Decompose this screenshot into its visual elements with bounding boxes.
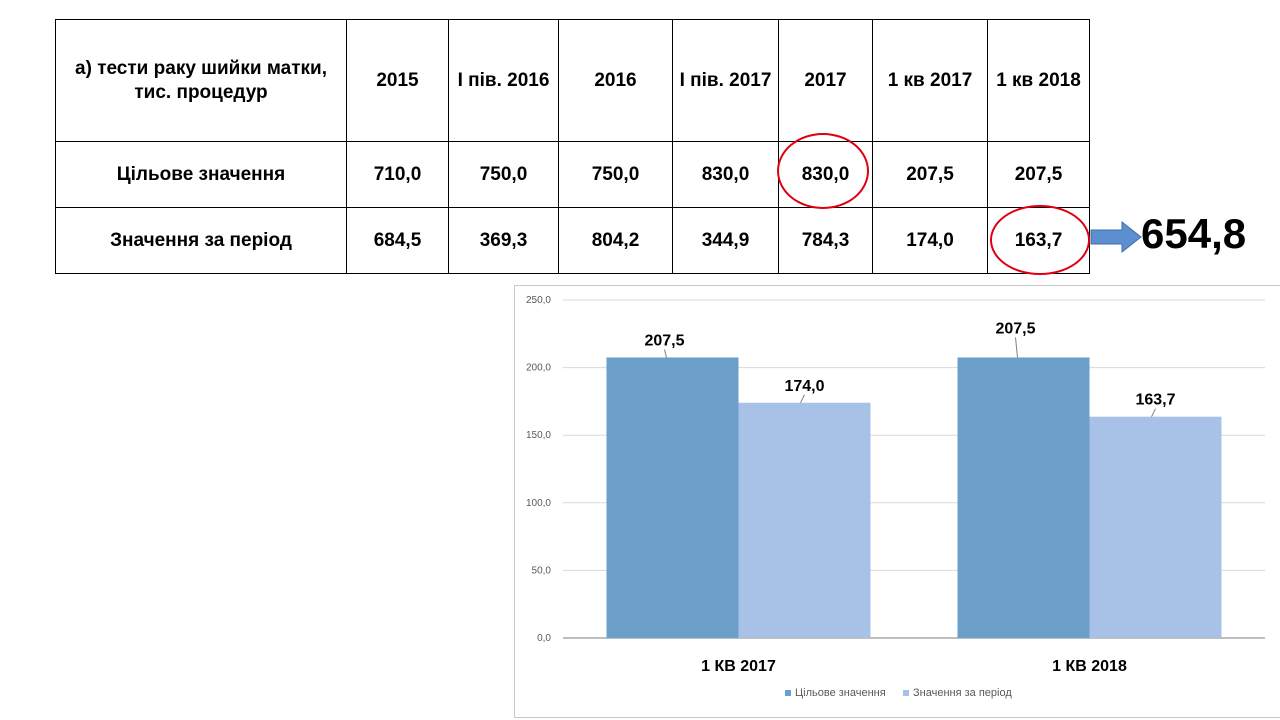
legend-swatch xyxy=(903,690,909,696)
table-row: Значення за період 684,5 369,3 804,2 344… xyxy=(55,207,1090,274)
y-tick-label: 0,0 xyxy=(537,633,551,644)
table-header-cell: а) тести раку шийки матки, тис. процедур xyxy=(55,19,347,142)
arrow-icon xyxy=(1090,221,1142,253)
bar xyxy=(738,402,871,638)
table-cell: 207,5 xyxy=(872,141,988,208)
total-value: 654,8 xyxy=(1141,210,1247,257)
data-label: 207,5 xyxy=(995,320,1035,337)
y-tick-label: 50,0 xyxy=(532,565,552,576)
table-cell: 684,5 xyxy=(346,207,449,274)
table-cell: 830,0 xyxy=(672,141,779,208)
x-tick-label: 1 КВ 2017 xyxy=(701,658,776,675)
table-header-cell: 2017 xyxy=(778,19,873,142)
legend-label: Цільове значення xyxy=(795,687,886,699)
bar-chart: 0,0 50,0 100,0 150,0 200,0 250,0 207,5 174,0 1 К… xyxy=(514,285,1280,718)
data-label-leader xyxy=(800,394,805,403)
table-header-cell: 2016 xyxy=(558,19,673,142)
table-cell: 207,5 xyxy=(987,141,1090,208)
data-label: 174,0 xyxy=(784,378,824,395)
data-label-leader xyxy=(1015,337,1018,358)
highlight-circle xyxy=(990,205,1090,275)
table-header-cell: І пів. 2016 xyxy=(448,19,559,142)
legend-swatch xyxy=(785,690,791,696)
x-tick-label: 1 КВ 2018 xyxy=(1052,658,1127,675)
table-cell: 784,3 xyxy=(778,207,873,274)
table-cell: 369,3 xyxy=(448,207,559,274)
table-cell: 804,2 xyxy=(558,207,673,274)
table-header-cell: 1 кв 2017 xyxy=(872,19,988,142)
table-cell: 710,0 xyxy=(346,141,449,208)
legend-label: Значення за період xyxy=(913,687,1012,699)
y-tick-label: 150,0 xyxy=(526,430,551,441)
table-row: Цільове значення 710,0 750,0 750,0 830,0… xyxy=(55,141,1090,208)
table-header-cell: І пів. 2017 xyxy=(672,19,779,142)
bar xyxy=(606,357,739,638)
table-header-cell: 2015 xyxy=(346,19,449,142)
y-tick-label: 100,0 xyxy=(526,498,551,509)
row-label: Цільове значення xyxy=(55,141,347,208)
chart-canvas: 0,0 50,0 100,0 150,0 200,0 250,0 207,5 174,0 1 К… xyxy=(526,295,1265,699)
table-cell: 750,0 xyxy=(448,141,559,208)
data-label: 163,7 xyxy=(1135,392,1175,409)
table-cell: 344,9 xyxy=(672,207,779,274)
data-label: 207,5 xyxy=(644,332,684,349)
y-tick-label: 200,0 xyxy=(526,363,551,374)
bar xyxy=(957,357,1090,638)
table-header-row: а) тести раку шийки матки, тис. процедур… xyxy=(55,19,1090,142)
highlight-circle xyxy=(777,133,869,209)
data-table: а) тести раку шийки матки, тис. процедур… xyxy=(55,19,1090,274)
y-tick-label: 250,0 xyxy=(526,295,551,306)
data-label-leader xyxy=(664,349,667,358)
data-label-leader xyxy=(1151,408,1156,417)
table-cell: 174,0 xyxy=(872,207,988,274)
bar xyxy=(1089,416,1222,638)
row-label: Значення за період xyxy=(55,207,347,274)
table-cell: 750,0 xyxy=(558,141,673,208)
table-header-cell: 1 кв 2018 xyxy=(987,19,1090,142)
